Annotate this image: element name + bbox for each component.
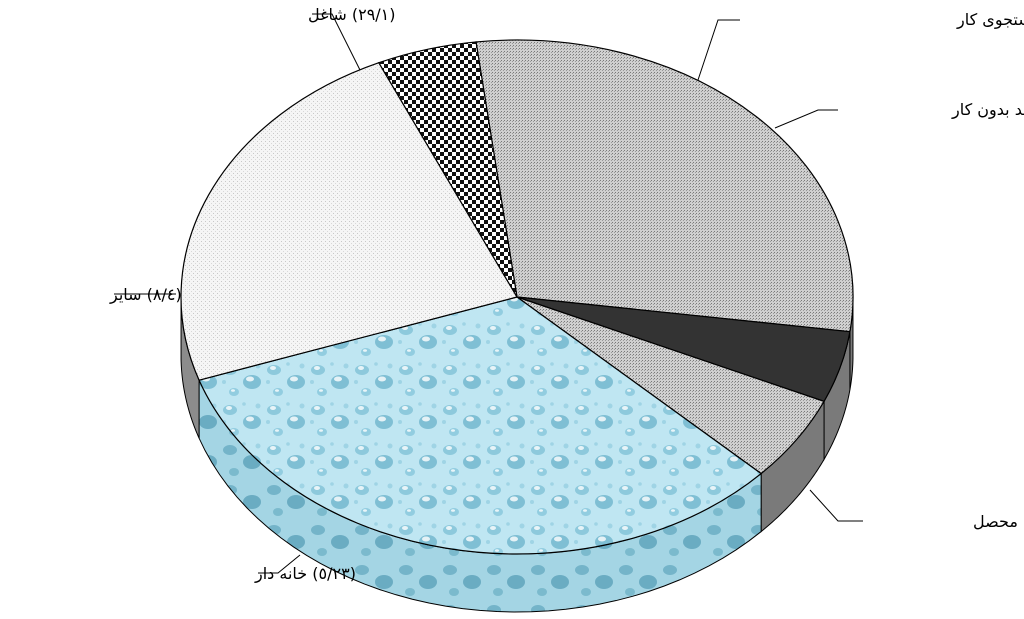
- pie-slice: [198, 296, 763, 555]
- pie-slices: [180, 39, 854, 555]
- slice-label: (٤/٥) بیکاردرجستجوی کار: [956, 10, 1024, 30]
- slice-label: (٤/۸) سایر: [109, 285, 182, 305]
- slice-label: (۲۹/۱) شاغل: [308, 5, 396, 24]
- slice-label: (۲۳/٥) خانه دار: [254, 564, 356, 584]
- leader-line: [774, 109, 838, 129]
- leader-line: [809, 489, 863, 522]
- leader-line: [312, 13, 361, 71]
- pie-slice: [180, 62, 518, 381]
- leader-line: [697, 19, 740, 81]
- pie-slice: [377, 41, 518, 298]
- leader-line: [258, 554, 301, 574]
- slice-label: (۳۲/۷) محصل: [973, 512, 1024, 531]
- slice-labels: (۲۹/۱) شاغل (٤/٥) بیکاردرجستجوی کار (٥/٤) …: [109, 5, 1024, 584]
- pie-slice: [475, 39, 854, 333]
- slice-label: (٥/٤) با درآمد بدون کار: [951, 100, 1024, 120]
